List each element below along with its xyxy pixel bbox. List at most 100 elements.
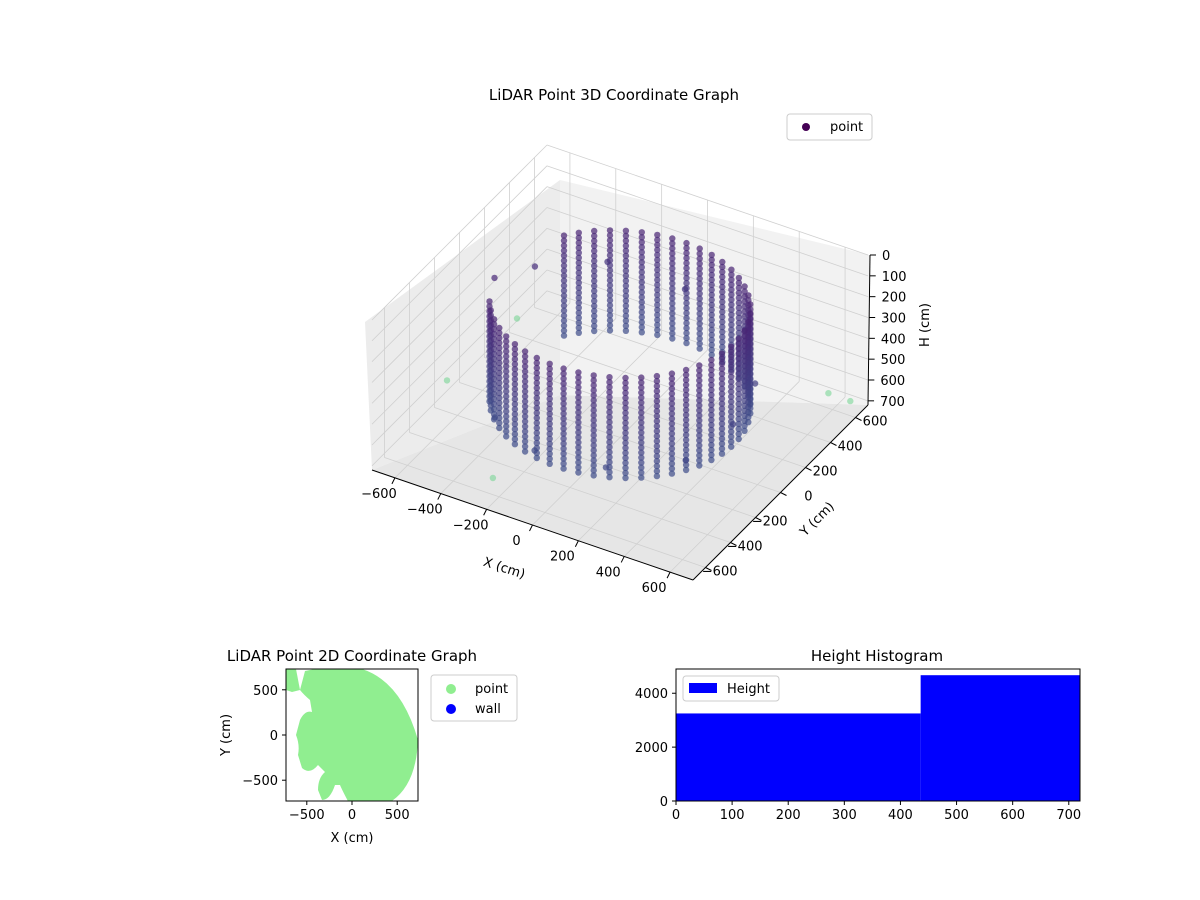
point-3d [560, 242, 568, 249]
point-3d [696, 320, 703, 327]
point-3d [503, 378, 510, 385]
point-3d [591, 262, 598, 270]
point-3d [741, 362, 748, 369]
x-tick-3d [620, 556, 625, 563]
point-3d [696, 295, 703, 302]
point-3d [668, 435, 676, 442]
z-tick-label-3d: 500 [881, 353, 906, 368]
point-3d [622, 292, 630, 299]
point-3d [622, 414, 629, 422]
point-3d [606, 307, 614, 314]
point-3d [533, 409, 540, 417]
x-tick-label-hist: 400 [888, 808, 913, 823]
point-3d [622, 247, 630, 254]
point-3d [696, 422, 703, 429]
grid-left-h-line [371, 165, 548, 342]
point-3d [606, 454, 613, 461]
point-3d [696, 330, 703, 337]
point-3d [591, 302, 598, 310]
point-3d [575, 309, 582, 316]
point-3d [719, 278, 726, 286]
point-3d [622, 429, 629, 437]
point-3d [560, 287, 568, 294]
point-3d [708, 371, 715, 379]
point-3d [503, 398, 510, 405]
point-3d [718, 420, 726, 427]
point-3d [638, 429, 645, 436]
point-3d [622, 444, 629, 452]
point-3d [728, 321, 735, 328]
point-3d [590, 432, 597, 439]
point-3d [654, 321, 661, 329]
point-3d [622, 449, 629, 457]
point-3d [496, 324, 503, 332]
point-3d [575, 449, 582, 456]
point-3d [575, 394, 582, 401]
point-3d [591, 312, 598, 320]
y-tick-3d [805, 467, 812, 471]
point-3d [669, 300, 676, 307]
point-3d [741, 397, 748, 404]
point-3d [575, 434, 582, 441]
point-3d [683, 289, 690, 297]
plot-2d-title: LiDAR Point 2D Coordinate Graph [227, 647, 477, 665]
histogram-bars [676, 675, 1080, 801]
point-3d [682, 446, 690, 454]
histogram-bar [676, 713, 921, 801]
point-3d [696, 325, 703, 332]
point-3d [496, 334, 503, 342]
point-3d [653, 442, 661, 450]
point-3d [708, 306, 715, 314]
point-3d [443, 377, 451, 384]
point-3d [654, 261, 661, 269]
point-3d [696, 457, 703, 464]
point-3d [622, 297, 630, 304]
point-3d [668, 430, 676, 437]
point-3d [490, 406, 498, 413]
point-3d [728, 266, 735, 273]
point-3d [669, 250, 676, 257]
point-3d [622, 317, 630, 324]
point-3d [533, 364, 540, 372]
point-3d [719, 333, 726, 341]
point-3d [622, 277, 630, 284]
point-3d [708, 291, 715, 299]
point-3d [590, 387, 597, 394]
point-3d [487, 307, 494, 314]
legend-3d-marker [802, 123, 810, 131]
point-3d [496, 384, 503, 392]
point-3d [503, 353, 510, 360]
grid-back-h-line [546, 207, 869, 318]
point-3d [654, 331, 661, 339]
point-3d [511, 421, 519, 428]
x-tick-label-3d: −600 [361, 487, 397, 502]
point-3d [521, 438, 529, 445]
point-3d [521, 348, 529, 355]
point-3d [735, 284, 743, 292]
point-3d [741, 392, 748, 399]
point-3d [511, 396, 519, 403]
point-3d [683, 279, 690, 287]
point-3d [696, 372, 703, 379]
point-3d [718, 365, 726, 372]
point-3d [696, 367, 703, 374]
point-3d [606, 384, 613, 391]
point-3d [560, 262, 568, 269]
grid-floor-y-line [534, 307, 856, 418]
point-3d [708, 251, 715, 259]
point-3d [591, 277, 598, 285]
point-3d [622, 287, 630, 294]
point-3d [669, 235, 676, 242]
point-3d [622, 267, 630, 274]
y-tick-label-2d: 500 [253, 684, 278, 699]
point-3d [653, 457, 661, 465]
point-3d [718, 375, 726, 382]
point-3d [575, 314, 582, 321]
point-3d [696, 345, 703, 352]
point-3d [653, 472, 661, 480]
point-3d [590, 427, 597, 434]
point-3d [654, 271, 661, 279]
point-3d [682, 371, 690, 379]
point-3d [622, 459, 629, 467]
grid-back-h-line [546, 248, 869, 360]
